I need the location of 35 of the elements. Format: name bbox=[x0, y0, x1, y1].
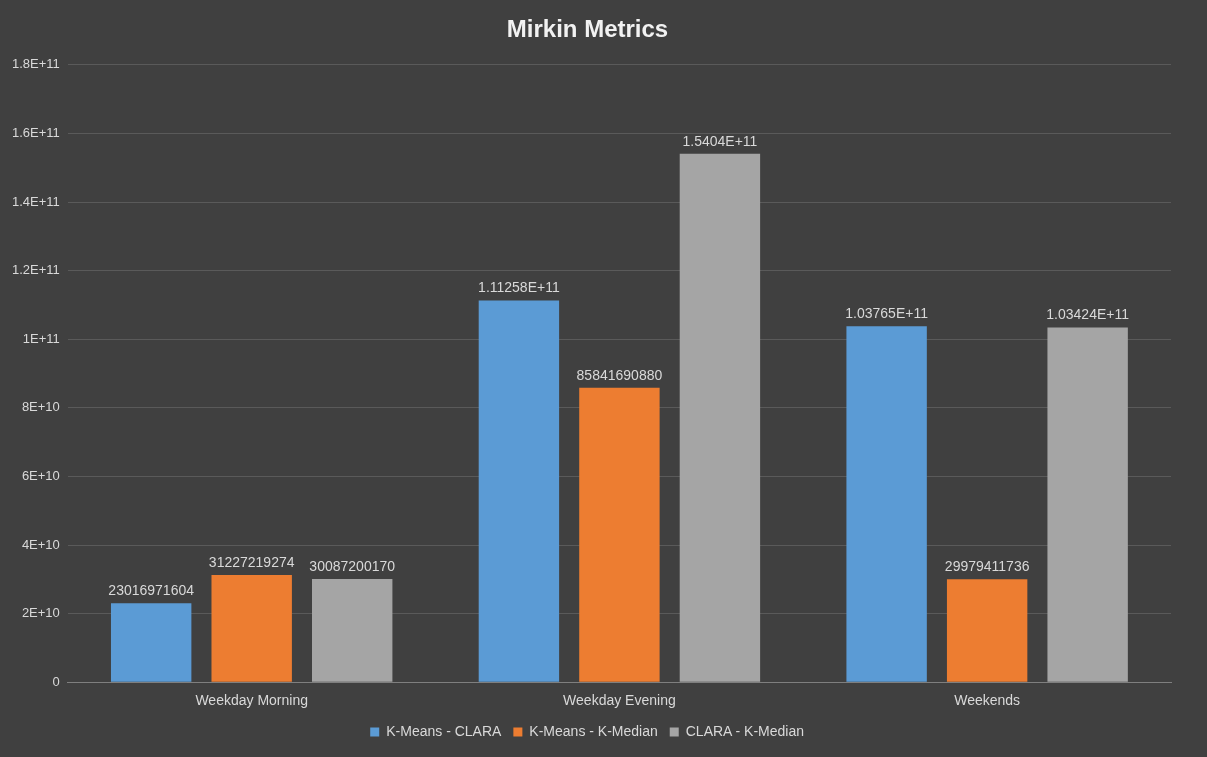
bar bbox=[946, 579, 1028, 682]
bar bbox=[478, 300, 560, 682]
bar bbox=[211, 575, 292, 682]
y-tick-label: 1E+11 bbox=[22, 330, 60, 346]
legend-label: K-Means - CLARA bbox=[386, 722, 503, 739]
y-tick-label: 0 bbox=[52, 673, 60, 689]
bar bbox=[579, 387, 660, 682]
bar bbox=[679, 153, 761, 682]
bar bbox=[110, 603, 192, 682]
data-label: 1.5404E+11 bbox=[682, 132, 758, 149]
y-tick-label: 1.6E+11 bbox=[11, 124, 60, 140]
x-tick-label: Weekday Morning bbox=[195, 692, 308, 709]
y-tick-label: 6E+10 bbox=[21, 467, 60, 483]
data-label: 1.11258E+11 bbox=[478, 279, 560, 296]
chart-title: Mirkin Metrics bbox=[506, 15, 669, 43]
data-label: 1.03765E+11 bbox=[845, 305, 929, 322]
bar bbox=[1047, 327, 1128, 682]
legend-label: CLARA - K-Median bbox=[685, 722, 805, 739]
data-label: 23016971604 bbox=[108, 582, 195, 599]
data-label: 29979411736 bbox=[944, 558, 1030, 575]
x-tick-label: Weekends bbox=[954, 692, 1021, 709]
y-tick-label: 1.4E+11 bbox=[11, 193, 60, 209]
y-tick-label: 8E+10 bbox=[21, 399, 60, 415]
data-label: 1.03424E+11 bbox=[1046, 306, 1130, 323]
bar bbox=[846, 326, 927, 682]
data-label: 31227219274 bbox=[208, 553, 295, 570]
x-tick-label: Weekday Evening bbox=[563, 692, 676, 709]
y-tick-label: 2E+10 bbox=[21, 605, 60, 621]
y-tick-label: 1.2E+11 bbox=[11, 262, 60, 278]
bar bbox=[312, 579, 393, 682]
y-tick-label: 4E+10 bbox=[21, 536, 60, 552]
data-label: 85841690880 bbox=[576, 366, 663, 383]
legend-label: K-Means - K-Median bbox=[529, 722, 658, 739]
y-tick-label: 1.8E+11 bbox=[11, 56, 60, 72]
data-label: 30087200170 bbox=[309, 557, 396, 574]
